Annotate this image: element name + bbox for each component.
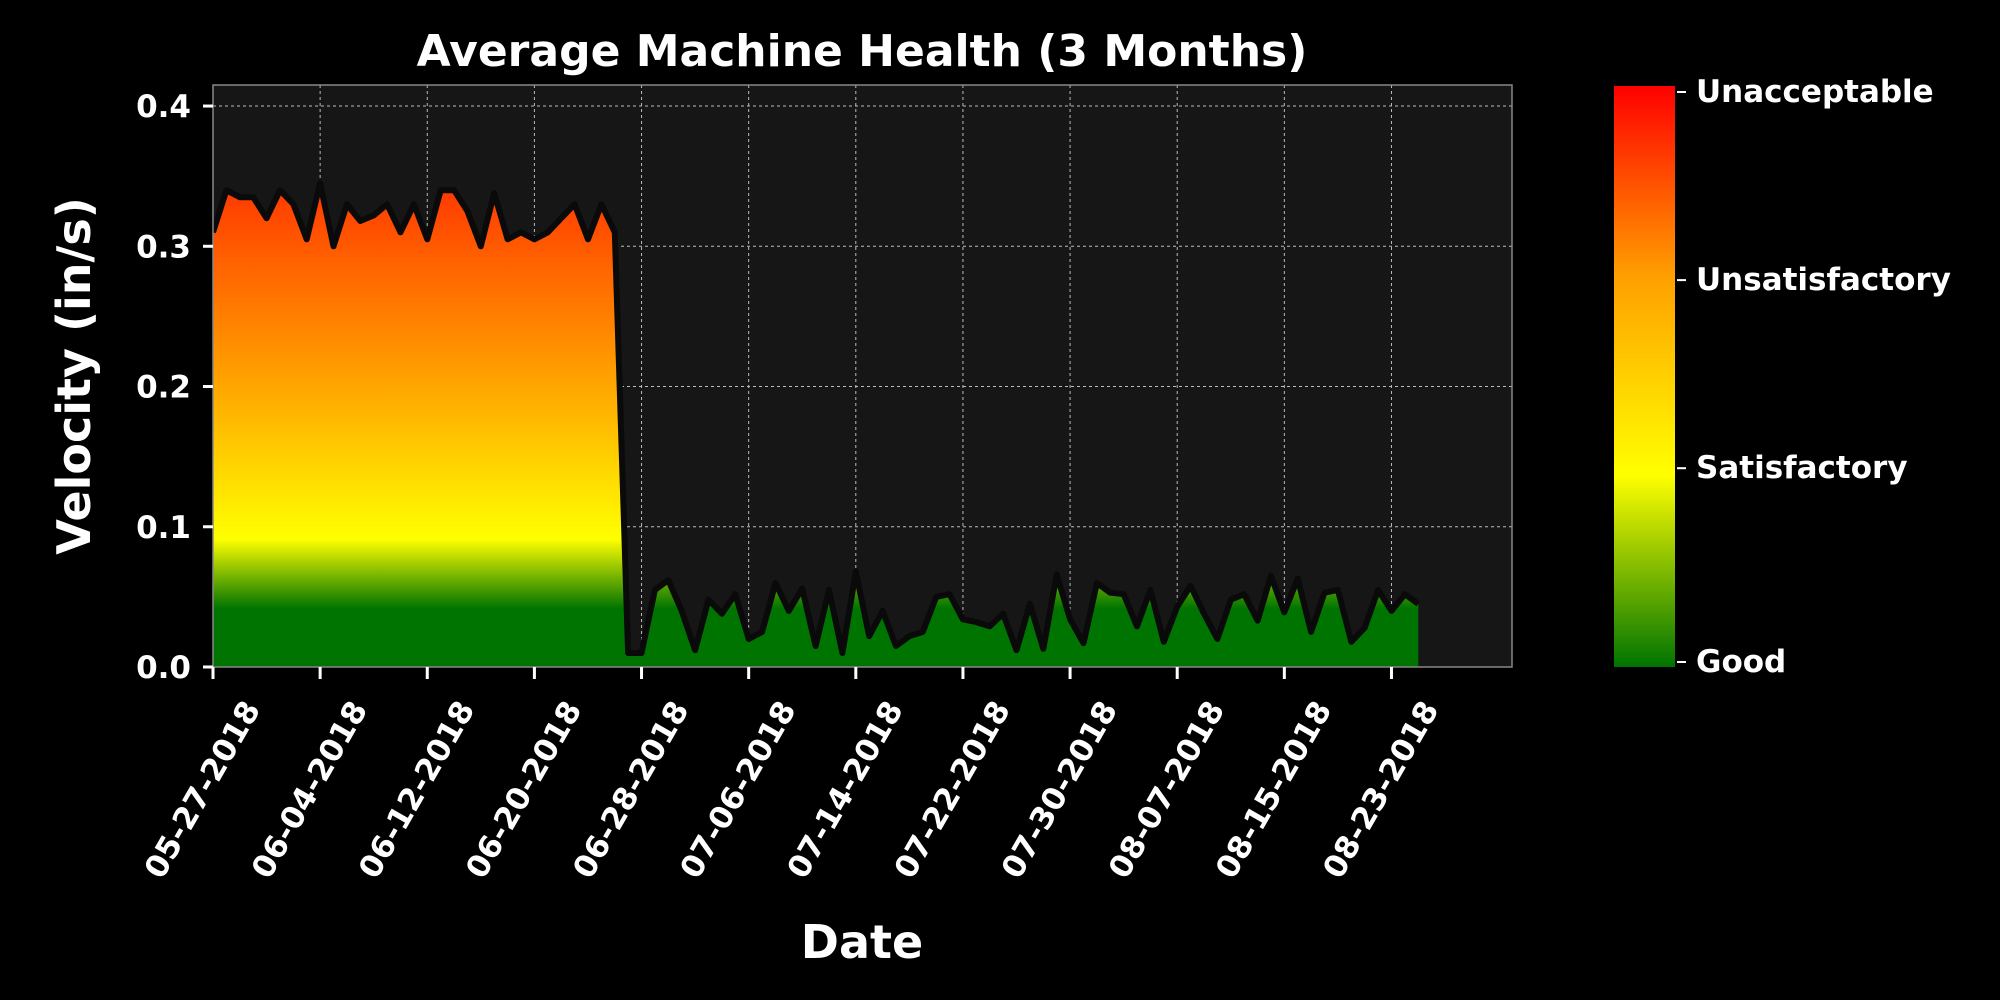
colorbar-label: Good xyxy=(1696,644,1786,680)
x-tick-label: 08-07-2018 xyxy=(1102,695,1232,885)
colorbar-label: Unacceptable xyxy=(1696,74,1934,110)
y-tick-label: 0.3 xyxy=(136,229,191,265)
y-axis-label: Velocity (in/s) xyxy=(47,197,101,554)
x-tick-label: 07-22-2018 xyxy=(888,695,1018,885)
x-axis: 05-27-201806-04-201806-12-201806-20-2018… xyxy=(138,667,1446,885)
plot-frame xyxy=(212,84,1513,668)
colorbar-axis: Unacceptable Unsatisfactory Satisfactory Go… xyxy=(1677,74,1951,680)
velocity-area xyxy=(213,183,1419,667)
x-tick-label: 05-27-2018 xyxy=(138,695,268,885)
x-tick-label: 06-28-2018 xyxy=(566,695,696,885)
y-axis: 0.0 0.1 0.2 0.3 0.4 xyxy=(136,89,213,686)
y-tick-label: 0.4 xyxy=(136,89,191,125)
velocity-line xyxy=(213,180,1421,656)
y-tick-label: 0.0 xyxy=(136,650,191,686)
x-tick-label: 06-20-2018 xyxy=(459,695,589,885)
colorbar-label: Unsatisfactory xyxy=(1696,262,1951,298)
y-tick-label: 0.1 xyxy=(136,510,191,546)
x-axis-label: Date xyxy=(801,915,923,969)
x-tick-label: 06-12-2018 xyxy=(352,695,482,885)
colorbar-label: Satisfactory xyxy=(1696,450,1908,486)
chart-title: Average Machine Health (3 Months) xyxy=(417,26,1308,77)
x-tick-label: 08-23-2018 xyxy=(1316,695,1446,885)
x-tick-label: 07-14-2018 xyxy=(780,695,910,885)
colorbar xyxy=(1614,86,1675,667)
x-tick-label: 07-06-2018 xyxy=(673,695,803,885)
x-tick-label: 07-30-2018 xyxy=(995,695,1125,885)
y-tick-label: 0.2 xyxy=(136,370,191,406)
x-tick-label: 08-15-2018 xyxy=(1209,695,1339,885)
x-tick-label: 06-04-2018 xyxy=(245,695,375,885)
